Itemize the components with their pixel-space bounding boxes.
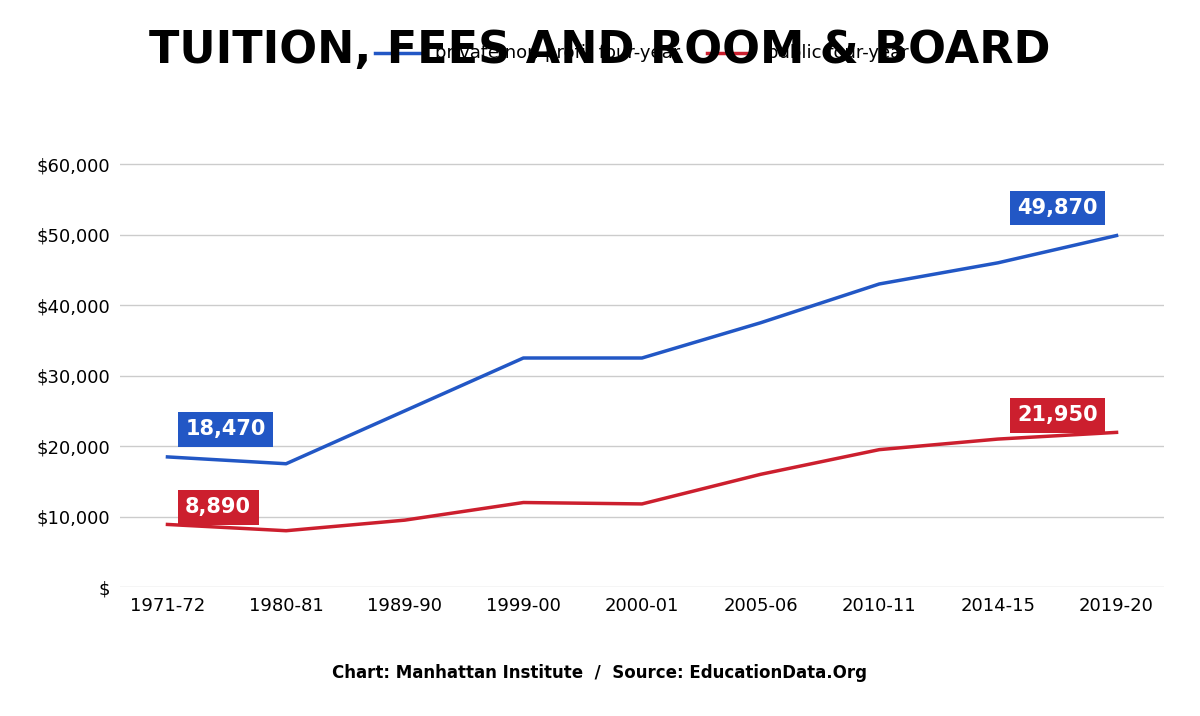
Text: 49,870: 49,870 xyxy=(1016,198,1098,218)
Text: 8,890: 8,890 xyxy=(185,498,251,518)
Text: TUITION, FEES AND ROOM & BOARD: TUITION, FEES AND ROOM & BOARD xyxy=(149,29,1051,72)
Legend: private non-profit four-year, public four-year: private non-profit four-year, public fou… xyxy=(368,37,916,69)
Text: 18,470: 18,470 xyxy=(185,420,265,440)
Text: 21,950: 21,950 xyxy=(1016,405,1098,425)
Text: Chart: Manhattan Institute  /  Source: EducationData.Org: Chart: Manhattan Institute / Source: Edu… xyxy=(332,664,868,682)
